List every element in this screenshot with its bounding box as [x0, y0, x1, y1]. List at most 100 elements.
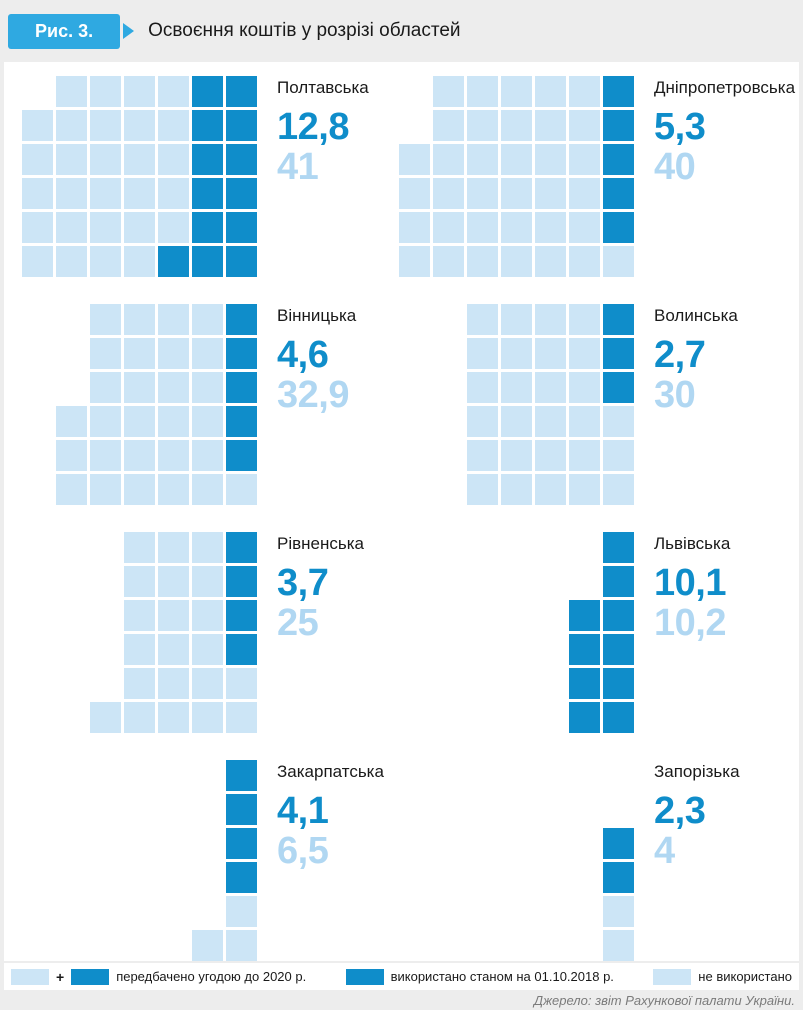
- waffle-row: [90, 532, 257, 563]
- cell-unused: [192, 600, 223, 631]
- waffle-row: [399, 246, 634, 277]
- source-line: Джерело: звіт Рахункової палати України.: [0, 990, 803, 1010]
- cell-unused: [569, 440, 600, 471]
- region-info: Закарпатська 4,1 6,5: [277, 760, 384, 872]
- region-info: Рівненська 3,7 25: [277, 532, 364, 644]
- cell-unused: [433, 76, 464, 107]
- cell-used: [603, 702, 634, 733]
- figure-header: Рис. 3. Освоєння коштів у розрізі област…: [0, 0, 803, 62]
- cell-unused: [158, 76, 189, 107]
- waffle-grid-vinnytska: [22, 304, 257, 505]
- total-value: 25: [277, 601, 319, 644]
- badge-arrow-icon: [123, 23, 135, 39]
- cell-unused: [467, 474, 498, 505]
- waffle-row: [569, 600, 634, 631]
- cell-unused: [501, 304, 532, 335]
- total-value: 4: [654, 829, 675, 872]
- waffle-row: [56, 406, 257, 437]
- cell-unused: [124, 110, 155, 141]
- cell-unused: [124, 372, 155, 403]
- cell-used: [226, 144, 257, 175]
- cell-unused: [226, 702, 257, 733]
- waffle-row: [192, 862, 257, 893]
- waffle-row: [603, 930, 634, 961]
- cell-unused: [90, 372, 121, 403]
- cell-used: [603, 76, 634, 107]
- cell-unused: [124, 668, 155, 699]
- cell-unused: [90, 474, 121, 505]
- cell-unused: [569, 338, 600, 369]
- cell-unused: [158, 338, 189, 369]
- cell-unused: [501, 144, 532, 175]
- cell-unused: [192, 474, 223, 505]
- cell-unused: [158, 144, 189, 175]
- cell-unused: [90, 406, 121, 437]
- waffle-row: [90, 600, 257, 631]
- cell-unused: [90, 178, 121, 209]
- cell-used: [192, 212, 223, 243]
- cell-unused: [124, 566, 155, 597]
- waffle-grid-poltavska: [22, 76, 257, 277]
- cell-unused: [433, 144, 464, 175]
- figure-label: Рис. 3.: [35, 20, 94, 41]
- waffle-row: [399, 178, 634, 209]
- cell-unused: [603, 440, 634, 471]
- cell-used: [603, 532, 634, 563]
- cell-unused: [433, 178, 464, 209]
- cell-used: [192, 178, 223, 209]
- cell-unused: [56, 144, 87, 175]
- cell-used: [226, 634, 257, 665]
- region-name: Львівська: [654, 534, 731, 553]
- cell-unused: [603, 896, 634, 927]
- waffle-row: [90, 634, 257, 665]
- cell-unused: [433, 212, 464, 243]
- cell-used: [226, 178, 257, 209]
- cell-unused: [56, 474, 87, 505]
- region-poltavska: Полтавська 12,8 41: [22, 76, 399, 304]
- waffle-row: [56, 474, 257, 505]
- region-name: Запорізька: [654, 762, 740, 781]
- cell-used: [226, 304, 257, 335]
- waffle-row: [569, 702, 634, 733]
- cell-unused: [501, 338, 532, 369]
- cell-unused: [90, 338, 121, 369]
- cell-used: [226, 110, 257, 141]
- cell-unused: [501, 110, 532, 141]
- cell-unused: [22, 246, 53, 277]
- cell-unused: [158, 634, 189, 665]
- region-name: Полтавська: [277, 78, 369, 97]
- cell-unused: [158, 110, 189, 141]
- cell-unused: [535, 474, 566, 505]
- cell-used: [226, 76, 257, 107]
- cell-unused: [192, 668, 223, 699]
- waffle-row: [56, 440, 257, 471]
- cell-unused: [535, 246, 566, 277]
- cell-used: [603, 862, 634, 893]
- region-info: Вінницька 4,6 32,9: [277, 304, 356, 416]
- total-value: 32,9: [277, 373, 349, 416]
- cell-unused: [124, 440, 155, 471]
- cell-unused: [569, 474, 600, 505]
- waffle-row: [569, 634, 634, 665]
- legend-swatch-used-icon: [71, 968, 110, 985]
- cell-unused: [124, 338, 155, 369]
- waffle-row: [22, 246, 257, 277]
- cell-unused: [569, 76, 600, 107]
- waffle-grid-zakarpatska: [22, 760, 257, 961]
- cell-unused: [56, 110, 87, 141]
- cell-unused: [192, 372, 223, 403]
- cell-used: [192, 76, 223, 107]
- cell-used: [569, 600, 600, 631]
- cell-unused: [467, 406, 498, 437]
- cell-unused: [124, 600, 155, 631]
- cell-unused: [501, 440, 532, 471]
- cell-unused: [535, 110, 566, 141]
- cell-used: [226, 406, 257, 437]
- waffle-row: [603, 760, 634, 791]
- cell-unused: [501, 246, 532, 277]
- cell-unused: [535, 406, 566, 437]
- cell-used: [226, 246, 257, 277]
- figure-badge: Рис. 3.: [8, 13, 135, 49]
- waffle-row: [399, 212, 634, 243]
- page-title: Освоєння коштів у розрізі областей: [148, 20, 461, 41]
